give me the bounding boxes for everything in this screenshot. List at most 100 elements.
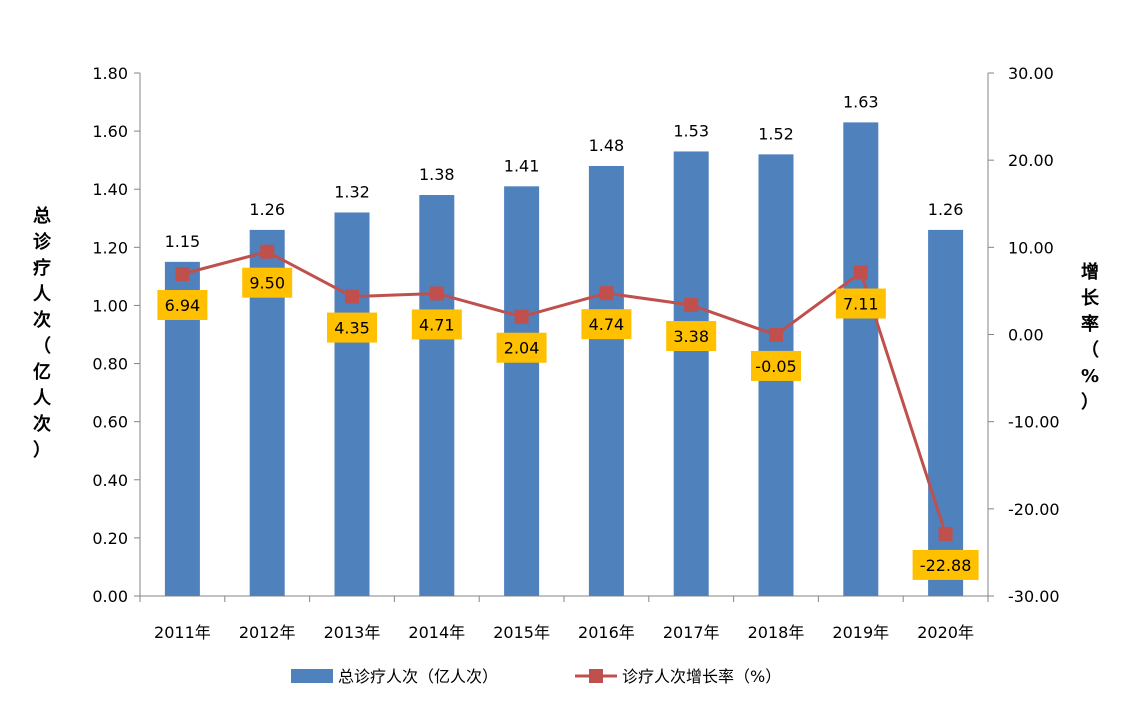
x-tick-label: 2015年 [493,623,550,642]
rate-marker [684,298,699,313]
line-series [175,244,953,541]
rate-label-box [411,309,462,340]
bar-value-label: 1.32 [334,182,370,201]
left-tick-label: 1.40 [92,180,128,199]
bar [334,212,370,596]
bar-value-label: 1.38 [419,165,455,184]
bar [504,186,540,597]
left-axis-title-char: 次 [33,413,51,435]
right-tick-label: 30.00 [1008,64,1054,83]
right-tick-label: 10.00 [1008,238,1054,257]
left-tick-label: 0.80 [92,355,128,374]
left-tick-label: 1.00 [92,296,128,315]
legend: 总诊疗人次（亿人次） 诊疗人次增长率（%） [291,667,781,686]
rate-marker [429,286,444,301]
rate-label-box [912,549,979,580]
rate-value-label: 4.71 [419,315,455,334]
bar [673,151,709,596]
rate-marker [260,244,275,259]
rate-label-box [157,290,208,321]
rate-line [182,250,948,535]
left-tick-label: 1.60 [92,122,128,141]
rate-marker [938,526,953,541]
right-tick-label: -10.00 [1008,413,1060,432]
bar-value-label: 1.48 [589,136,625,155]
right-tick-label: 20.00 [1008,151,1054,170]
x-tick-label: 2019年 [832,623,889,642]
bar-series [164,122,964,597]
bar-value-label: 1.41 [504,156,540,175]
left-tick-label: 1.80 [92,64,128,83]
rate-value-label: 3.38 [673,327,709,346]
bar [928,229,964,596]
x-tick-label: 2014年 [408,623,465,642]
left-axis-title-char: 疗 [33,257,51,279]
x-tick-label: 2011年 [154,623,211,642]
rate-marker [345,289,359,304]
rate-label-box [242,267,293,298]
left-axis-title-char: （ [33,336,51,357]
legend-bar-swatch [291,669,333,683]
bar [843,122,879,597]
x-tick-label: 2020年 [917,623,974,642]
rate-label-box [496,332,547,363]
left-axis-title-char: ） [33,440,51,461]
rate-marker [599,286,614,301]
right-axis-title-char: 率 [1081,313,1099,335]
right-axis-title-char: 长 [1081,288,1100,309]
left-tick-label: 1.20 [92,238,128,257]
rate-marker [769,327,783,342]
rate-label-box [835,288,886,319]
left-tick-label: 0.00 [92,587,128,606]
left-axis-title-char: 诊 [33,231,52,253]
left-axis-title-char: 总 [33,205,51,227]
bar-value-label: 1.63 [843,92,879,111]
left-axis-title-char: 人 [33,388,52,409]
rate-value-label: -22.88 [920,556,972,575]
rate-label-box [581,309,632,340]
rate-value-label: 7.11 [843,295,879,314]
left-tick-label: 0.20 [92,529,128,548]
left-axis-title-char: 人 [33,284,52,305]
right-tick-label: 0.00 [1008,326,1044,345]
left-axis-title-char: 次 [33,309,51,331]
bar-value-label: 1.52 [758,124,794,143]
right-axis-title-char: 增 [1081,261,1099,283]
data-labels: 1.15 1.26 1.32 1.38 1.41 1.48 1.53 1.52 1.63 1.26… [157,92,979,580]
rate-marker [175,267,190,282]
rate-value-label: 4.74 [589,315,625,334]
rate-value-label: 6.94 [165,296,201,315]
right-tick-label: -20.00 [1008,500,1060,519]
x-tick-label: 2017年 [663,623,720,642]
x-tick-label: 2016年 [578,623,635,642]
x-tick-label: 2018年 [748,623,805,642]
rate-label-box [751,350,801,381]
x-tick-label: 2013年 [324,623,381,642]
bar [588,165,624,596]
rate-value-label: 2.04 [504,339,540,358]
rate-marker [514,309,529,324]
left-axis-title-char: 亿 [33,361,51,383]
right-axis-title-char: % [1081,366,1099,387]
rate-label-box [666,321,717,352]
rate-value-label: 9.50 [249,274,285,293]
x-tick-label: 2012年 [239,623,296,642]
left-tick-label: 0.40 [92,471,128,490]
left-tick-label: 0.60 [92,413,128,432]
right-axis-title-char: ） [1081,392,1099,413]
legend-line-label: 诊疗人次增长率（%） [622,667,781,686]
right-tick-label: -30.00 [1008,587,1060,606]
rate-value-label: 4.35 [334,319,370,338]
bar-value-label: 1.26 [249,200,285,219]
axes: 0.00 0.20 0.40 0.60 0.80 1.00 1.20 1.40 1.60 1.80… [33,64,1100,642]
right-axis-title-char: （ [1081,340,1099,361]
rate-marker [853,265,868,280]
rate-label-box [327,312,377,343]
bar-value-label: 1.15 [165,232,201,251]
legend-bar-label: 总诊疗人次（亿人次） [338,667,498,686]
bar-value-label: 1.26 [928,200,964,219]
bar-value-label: 1.53 [673,121,709,140]
legend-line-marker [589,669,603,683]
bar [419,195,455,597]
